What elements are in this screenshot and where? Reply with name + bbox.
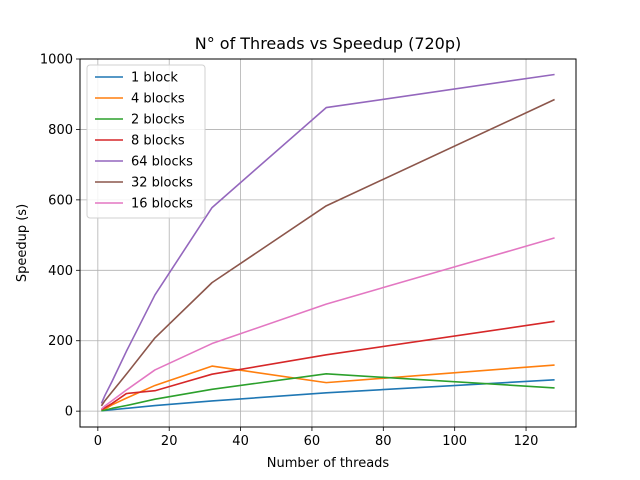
- x-tick-label: 20: [161, 434, 178, 449]
- y-tick-label: 600: [48, 193, 73, 208]
- x-tick-label: 60: [304, 434, 321, 449]
- series-lines: [100, 73, 555, 412]
- series-line-8-blocks: [101, 320, 555, 411]
- legend-label-4-blocks: 4 blocks: [131, 92, 185, 107]
- y-tick-label: 0: [65, 405, 73, 420]
- x-tick-label: 100: [442, 434, 467, 449]
- legend-label-16-blocks: 16 blocks: [131, 197, 193, 212]
- series-line-64-blocks: [100, 73, 555, 404]
- series-line-32-blocks: [100, 98, 555, 407]
- plot-frame: [79, 58, 577, 428]
- x-tick-label: 80: [375, 434, 392, 449]
- y-axis-label: Speedup (s): [15, 204, 30, 282]
- legend-label-64-blocks: 64 blocks: [131, 155, 193, 170]
- y-tick-label: 1000: [40, 53, 73, 68]
- x-axis-label: Number of threads: [267, 456, 390, 471]
- legend-box: [86, 64, 206, 219]
- chart-title: N° of Threads vs Speedup (720p): [195, 34, 462, 53]
- legend: 1 block 4 blocks 2 blocks 8 blocks 64 blocks…: [86, 64, 206, 219]
- series-line-2-blocks: [101, 373, 555, 412]
- x-tick-label: 0: [94, 434, 102, 449]
- x-tick-label: 120: [514, 434, 539, 449]
- x-tick-label: 40: [232, 434, 249, 449]
- grid: [80, 58, 576, 427]
- legend-label-2-blocks: 2 blocks: [131, 113, 185, 128]
- series-line-16-blocks: [100, 237, 555, 410]
- legend-label-32-blocks: 32 blocks: [131, 176, 193, 191]
- legend-label-1-block: 1 block: [131, 71, 178, 86]
- y-tick-label: 800: [48, 123, 73, 138]
- axis-ticks: 0 20 40 60 80 100 120 0 200 400 600 800 1000: [40, 53, 539, 450]
- y-tick-label: 400: [48, 264, 73, 279]
- legend-label-8-blocks: 8 blocks: [131, 134, 185, 149]
- y-tick-label: 200: [48, 334, 73, 349]
